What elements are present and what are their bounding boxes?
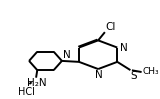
Text: N: N xyxy=(120,43,127,53)
Text: Cl: Cl xyxy=(105,22,116,32)
Text: S: S xyxy=(131,71,137,81)
Text: HCl: HCl xyxy=(18,87,35,97)
Text: N: N xyxy=(63,50,70,60)
Text: N: N xyxy=(95,69,102,79)
Text: H₂N: H₂N xyxy=(27,78,46,88)
Text: CH₃: CH₃ xyxy=(142,67,159,76)
